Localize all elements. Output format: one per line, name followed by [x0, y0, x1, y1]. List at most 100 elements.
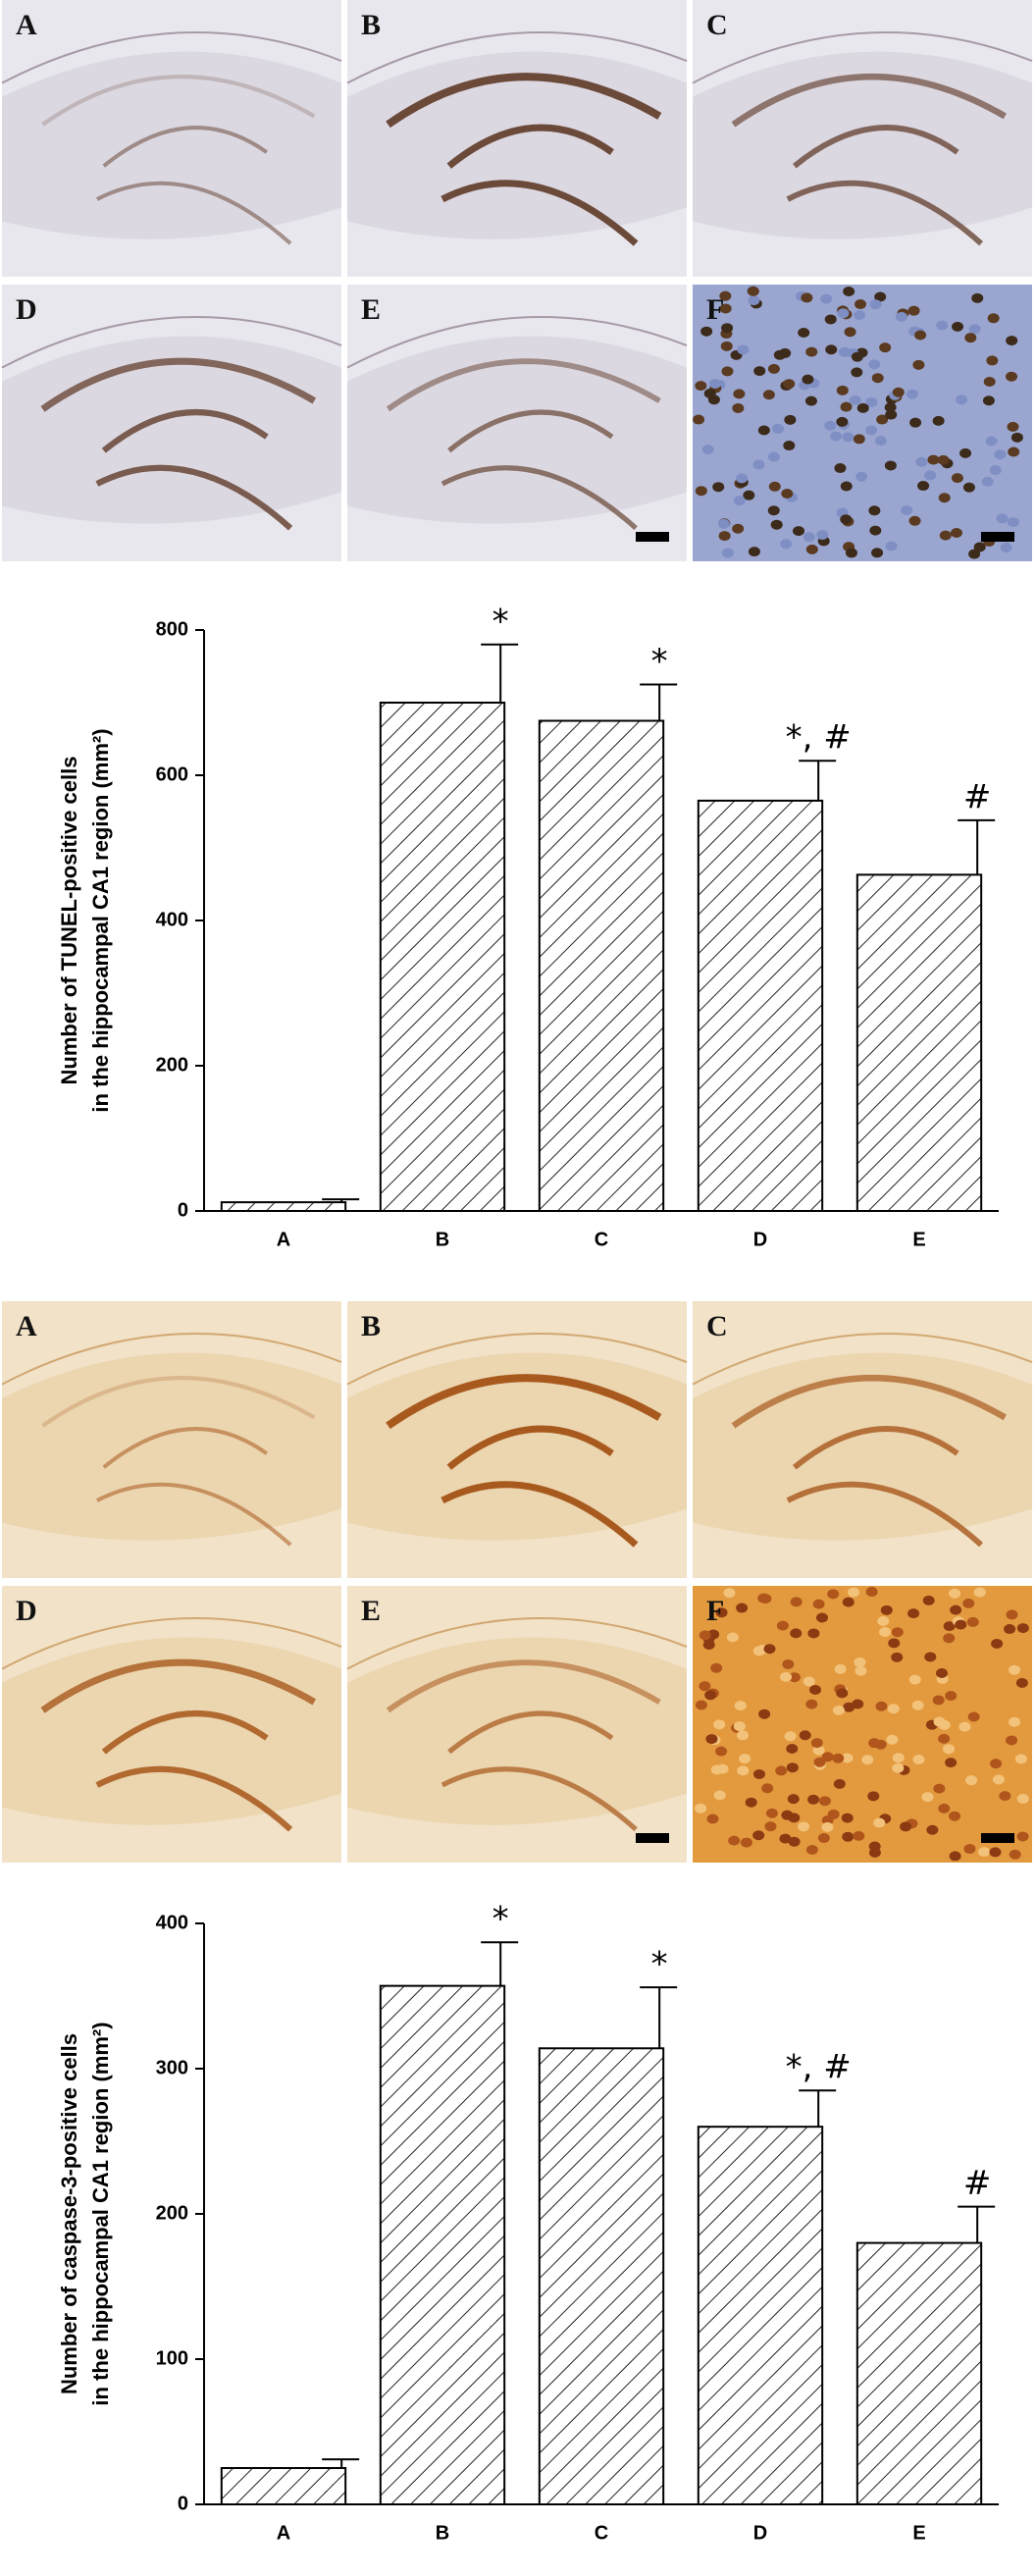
cell: [757, 425, 770, 436]
cell: [869, 525, 882, 536]
cell: [799, 1730, 811, 1741]
cell: [803, 1676, 815, 1687]
cell: [844, 327, 856, 338]
cell: [773, 349, 786, 360]
cell: [868, 505, 881, 516]
panel-label: D: [16, 293, 37, 326]
cell: [992, 1774, 1005, 1785]
cell: [1016, 1623, 1029, 1634]
cell: [951, 473, 963, 484]
cell: [702, 1640, 715, 1651]
cell: [952, 321, 964, 332]
error-bar: [481, 643, 519, 703]
cell-layer: [731, 74, 1007, 128]
micrograph-panel: C: [692, 0, 1033, 277]
micrograph-image: [693, 1586, 1032, 1863]
cell: [720, 341, 733, 351]
cell: [924, 470, 937, 481]
cell: [917, 481, 930, 492]
cell: [810, 1738, 823, 1749]
cell: [956, 394, 968, 405]
cell: [807, 1794, 820, 1805]
cell: [1009, 1849, 1021, 1860]
panel-label: F: [706, 293, 724, 326]
cell: [856, 402, 869, 413]
cell: [752, 459, 765, 470]
cell: [868, 1738, 881, 1749]
cell: [788, 1836, 801, 1847]
cell: [841, 1813, 854, 1823]
cell: [842, 1831, 855, 1842]
cell: [965, 1775, 978, 1786]
panel-label: A: [16, 9, 37, 41]
cell: [958, 1721, 971, 1732]
dentate: [786, 1426, 984, 1548]
error-bar: [481, 1941, 519, 1986]
cell: [912, 359, 925, 370]
dentate: [786, 125, 984, 246]
cell: [818, 1796, 831, 1807]
cell: [721, 366, 734, 377]
cell: [983, 377, 996, 388]
cell: [908, 1674, 921, 1685]
cell: [968, 549, 981, 559]
cell: [747, 286, 759, 296]
bar: [220, 2467, 347, 2505]
cell: [943, 1621, 956, 1632]
cell: [875, 1701, 888, 1711]
error-bar: [640, 683, 678, 721]
micrograph-panel: D: [1, 285, 342, 561]
cell: [981, 476, 994, 487]
cell: [876, 414, 889, 425]
cell: [892, 1753, 905, 1763]
dentate: [440, 1425, 639, 1548]
cell: [790, 1597, 803, 1607]
y-tick-label: 200: [156, 1054, 188, 1076]
dentate: [440, 1710, 638, 1832]
cell: [765, 1808, 778, 1818]
cell: [933, 1716, 946, 1727]
cell: [982, 395, 995, 406]
cell: [798, 328, 810, 339]
scale-bar: [981, 532, 1014, 542]
cell: [949, 1588, 961, 1599]
micrograph-panel: F: [693, 285, 1032, 561]
bar: [220, 1201, 347, 1212]
cell: [855, 299, 867, 310]
cell-layer: [40, 1658, 317, 1713]
cell: [937, 454, 950, 465]
cell: [790, 1628, 803, 1639]
cell: [820, 293, 833, 304]
cell: [853, 1830, 865, 1841]
cell: [719, 290, 732, 301]
cell: [879, 342, 892, 353]
cell: [854, 310, 866, 321]
cell: [842, 432, 855, 443]
cell-layer: [41, 1376, 316, 1428]
y-axis-title: in the hippocampal CA1 region (mm²): [88, 728, 113, 1112]
panel-label: E: [361, 293, 381, 326]
micrograph-panel: A: [1, 1301, 342, 1578]
cell: [912, 1754, 925, 1764]
dentate: [440, 124, 639, 246]
cell: [1006, 371, 1018, 382]
cell: [798, 1821, 810, 1832]
cell: [907, 305, 920, 316]
cell: [938, 1733, 951, 1744]
y-tick-label: 200: [156, 2202, 188, 2224]
cell: [871, 373, 884, 384]
cell: [865, 425, 878, 436]
cell: [782, 1659, 795, 1670]
cell: [821, 1752, 834, 1762]
micrograph-image: [693, 285, 1032, 561]
cell: [935, 1668, 948, 1679]
cell: [927, 454, 940, 465]
error-bar: [799, 760, 837, 801]
cell: [807, 1628, 820, 1639]
cell: [695, 486, 707, 497]
x-tick-label: E: [912, 2522, 925, 2544]
cell: [1009, 1664, 1021, 1675]
cell: [767, 451, 780, 462]
cell: [715, 1607, 728, 1618]
cell: [1009, 1716, 1021, 1727]
